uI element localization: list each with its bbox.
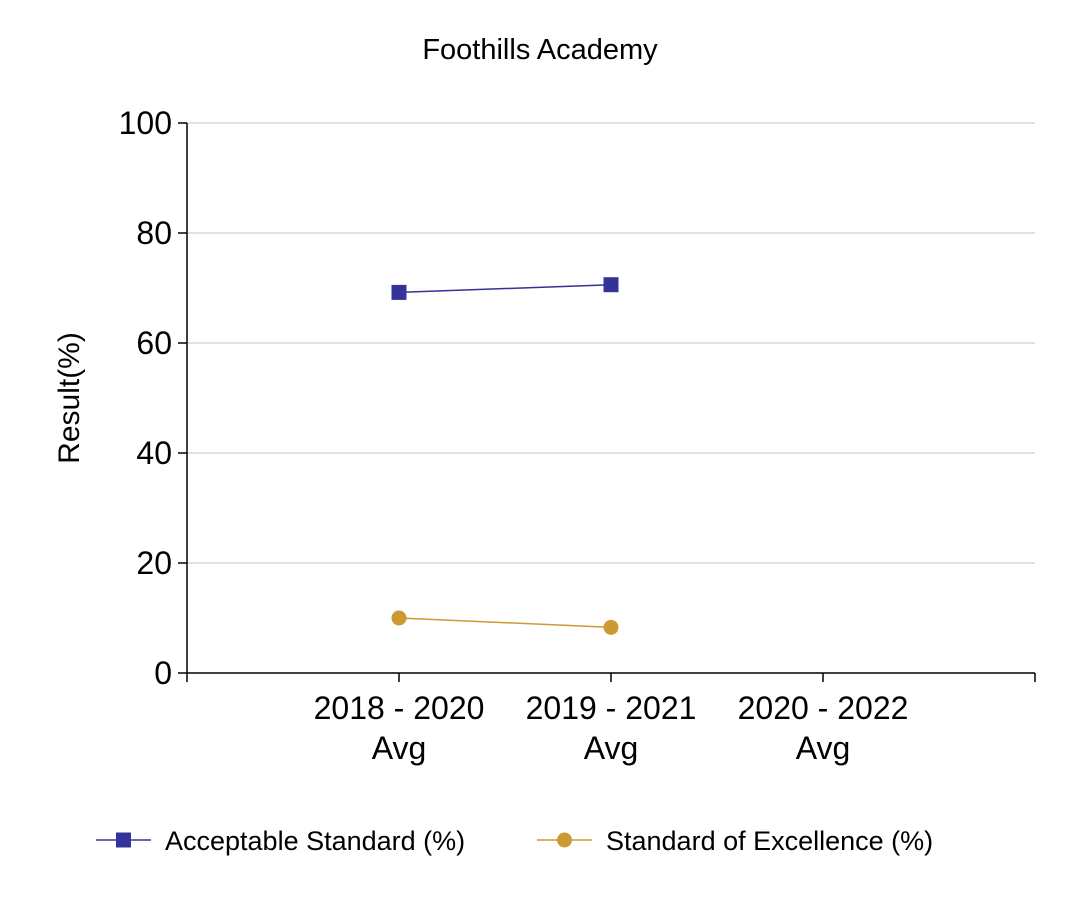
y-tick-label: 40 — [136, 435, 172, 471]
y-tick-label: 80 — [136, 215, 172, 251]
x-axis-ticks: 2018 - 2020 Avg 2019 - 2021 Avg 2020 - 2022 A… — [314, 673, 909, 766]
data-point — [603, 277, 619, 293]
axes — [186, 123, 1036, 682]
legend-marker — [116, 832, 131, 848]
series-line — [398, 617, 612, 629]
y-axis-label: Result(%) — [53, 332, 86, 464]
x-tick-label: 2020 - 2022 Avg — [738, 690, 909, 766]
grid-lines — [187, 122, 1035, 564]
data-point — [391, 284, 407, 300]
series — [391, 277, 619, 635]
y-tick-label: 60 — [136, 325, 172, 361]
x-tick-label-line: 2019 - 2021 — [526, 690, 697, 726]
x-tick-label-line: Avg — [584, 730, 639, 766]
y-tick-label: 100 — [119, 105, 172, 141]
legend-item: Standard of Excellence (%) — [537, 826, 933, 856]
x-tick-label-line: Avg — [796, 730, 851, 766]
data-point — [391, 610, 407, 626]
data-point — [603, 619, 619, 635]
y-axis-ticks: 0 20 40 60 80 100 — [119, 105, 187, 691]
legend-label: Standard of Excellence (%) — [606, 826, 933, 856]
x-tick-label-line: Avg — [372, 730, 427, 766]
legend-item: Acceptable Standard (%) — [96, 826, 465, 856]
series-2 — [391, 610, 619, 635]
y-tick-label: 0 — [154, 655, 172, 691]
chart-title: Foothills Academy — [422, 34, 658, 66]
series-line — [398, 283, 612, 294]
x-tick-label-line: 2020 - 2022 — [738, 690, 909, 726]
series-1 — [391, 277, 619, 300]
x-tick-label: 2019 - 2021 Avg — [526, 690, 697, 766]
y-tick-label: 20 — [136, 545, 172, 581]
legend: Acceptable Standard (%) Standard of Excel… — [96, 826, 933, 856]
legend-label: Acceptable Standard (%) — [165, 826, 465, 856]
x-tick-label-line: 2018 - 2020 — [314, 690, 485, 726]
x-tick-label: 2018 - 2020 Avg — [314, 690, 485, 766]
legend-marker — [557, 832, 572, 848]
